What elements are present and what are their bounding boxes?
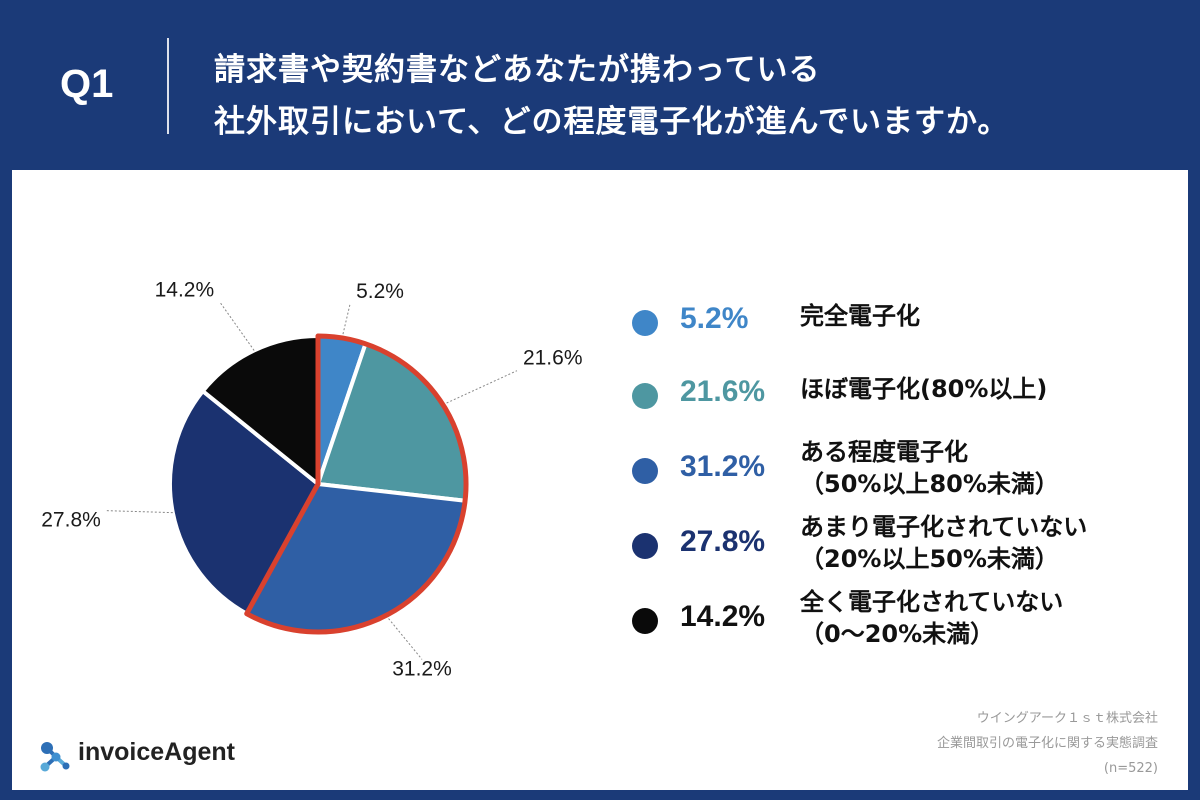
legend-dot-5 <box>632 608 658 634</box>
leader-line-3 <box>385 615 423 660</box>
legend-dot-3 <box>632 458 658 484</box>
brand-mark-icon <box>40 742 70 772</box>
data-label-2: 21.6% <box>523 347 583 370</box>
legend-label-5-line1: 全く電子化されていない <box>800 588 1064 616</box>
legend-dot-2 <box>632 383 658 409</box>
leader-line-4 <box>106 510 173 514</box>
brand-name: invoiceAgent <box>78 738 235 766</box>
question-title-line-2: 社外取引において、どの程度電子化が進んでいますか。 <box>214 104 1010 140</box>
source-note: ウイングアーク１ｓｔ株式会社 企業間取引の電子化に関する実態調査 (n=522) <box>937 706 1158 781</box>
source-sample: (n=522) <box>1103 761 1158 776</box>
data-label-1: 5.2% <box>356 280 404 303</box>
legend-label-3-line2: （50%以上80%未満） <box>800 470 1059 498</box>
chart-card: 5.2% 21.6% 31.2% 27.8% 14.2% 5.2% 完全電子化 21.6… <box>12 170 1188 790</box>
legend-dot-4 <box>632 533 658 559</box>
question-label: Q1 <box>60 62 114 106</box>
legend-label-4-line2: （20%以上50%未満） <box>800 545 1059 573</box>
legend-pct-2: 21.6% <box>680 375 766 408</box>
pie-slice-4 <box>168 389 320 616</box>
data-label-4: 27.8% <box>41 509 101 532</box>
legend-pct-4: 27.8% <box>680 525 766 558</box>
legend-label-4: あまり電子化されていない （20%以上50%未満） <box>800 511 1087 575</box>
highlight-outline <box>244 333 469 635</box>
legend-label-1: 完全電子化 <box>800 300 920 332</box>
data-label-5: 14.2% <box>155 278 215 301</box>
leader-line-5 <box>219 302 255 351</box>
data-label-3: 31.2% <box>392 657 452 680</box>
legend-dot-1 <box>632 310 658 336</box>
leader-line-1 <box>341 303 351 339</box>
legend-pct-1: 5.2% <box>680 302 749 335</box>
legend-label-1-line1: 完全電子化 <box>800 302 920 330</box>
leader-line-2 <box>442 370 518 406</box>
legend-label-3: ある程度電子化 （50%以上80%未満） <box>800 436 1059 500</box>
pie-chart: 5.2% 21.6% 31.2% 27.8% 14.2% <box>41 278 583 680</box>
legend-label-3-line1: ある程度電子化 <box>800 438 968 466</box>
legend-pct-3: 31.2% <box>680 450 766 483</box>
header-divider <box>167 38 169 134</box>
legend-label-2: ほぼ電子化(80%以上) <box>800 373 1047 405</box>
legend-label-4-line1: あまり電子化されていない <box>800 513 1088 541</box>
legend-pct-5: 14.2% <box>680 600 766 633</box>
pie-slice-5 <box>200 334 320 486</box>
source-survey: 企業間取引の電子化に関する実態調査 <box>936 736 1158 751</box>
question-title-line-1: 請求書や契約書などあなたが携わっている <box>214 52 821 88</box>
brand-logo: invoiceAgent <box>34 736 235 776</box>
legend-label-5-line2: （0〜20%未満） <box>800 620 995 648</box>
legend-label-2-line1: ほぼ電子化(80%以上) <box>800 375 1048 403</box>
source-company: ウイングアーク１ｓｔ株式会社 <box>976 711 1158 726</box>
legend-label-5: 全く電子化されていない （0〜20%未満） <box>800 586 1063 650</box>
